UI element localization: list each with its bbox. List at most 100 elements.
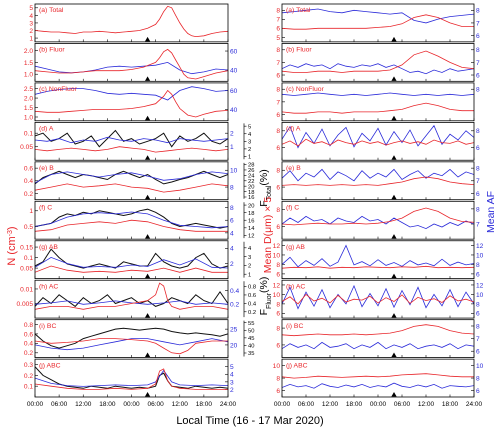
right-tick-label: 6 — [230, 218, 234, 225]
right-tick-label: 2 — [230, 261, 234, 268]
third-tick-label: 35 — [248, 351, 254, 357]
left-tick-label: 1.0 — [24, 72, 33, 79]
panel-frame — [34, 240, 229, 280]
third-tick-label: 0.8 — [248, 285, 256, 291]
panel-frame — [34, 161, 229, 201]
right-x-tick-label: 12:00 — [418, 401, 435, 408]
panel-label: (h) AC — [286, 283, 305, 290]
third-tick-label: 4 — [248, 246, 252, 252]
left-x-tick-label: 00:00 — [27, 401, 44, 408]
right-tick-label: 25 — [230, 327, 238, 334]
panel-label: (e) B — [286, 165, 301, 172]
left-tick-label: 12 — [273, 282, 281, 289]
third-tick-label: 26 — [248, 168, 254, 174]
left-tick-label: 2 — [29, 28, 33, 35]
series-line — [35, 369, 228, 387]
left-tick-label: 0.1 — [24, 131, 33, 138]
left-x-tick-label: 12:00 — [75, 401, 92, 408]
panel-label: (a) Total — [286, 7, 311, 14]
panel-frame — [34, 82, 229, 122]
left-tick-label: 7 — [276, 99, 280, 106]
left-tick-label: 4 — [29, 13, 33, 20]
third-tick-label: 0.4 — [248, 302, 257, 308]
third-tick-label: 1 — [248, 272, 251, 278]
right-column-panels: 8 7 6 5 8 7 6 (a) Total 8 7 6 8 7 6 (b) Fluor 8 7 6 8 (c) N… — [273, 3, 484, 408]
marker-triangle — [391, 313, 397, 318]
x-axis-label: Local Time (16 - 17 Mar 2020) — [176, 415, 323, 427]
series-line — [35, 327, 228, 349]
third-tick-label: 20 — [248, 184, 254, 190]
right-tick-label: 6 — [476, 145, 480, 152]
left-x-tick-label: 12:00 — [172, 401, 189, 408]
left-tick-label: 0.1 — [24, 255, 33, 262]
right-tick-label: 8 — [476, 301, 480, 308]
series-line — [35, 171, 228, 184]
panel-frame — [34, 279, 229, 319]
panel-label: (d) A — [286, 126, 301, 133]
third-tick-label: 4 — [248, 132, 252, 138]
panel-label: (f) C — [39, 205, 52, 212]
left-panel-g: 0.15 0.1 0.05 4 2 4 3 2 1 (g) AB — [20, 240, 252, 280]
panel-frame — [34, 121, 229, 161]
third-tick-label: 55 — [248, 321, 254, 327]
left-tick-label: 6 — [276, 271, 280, 278]
panel-frame — [281, 279, 475, 319]
left-tick-label: 0.6 — [24, 166, 33, 173]
left-tick-label: 6 — [276, 72, 280, 79]
right-tick-label: 7 — [476, 336, 480, 343]
left-tick-label: 6 — [276, 342, 280, 349]
right-panel-j: 10 8 6 10 8 6 (j) ABC — [273, 358, 484, 398]
left-tick-label: 10 — [273, 292, 281, 299]
left-panel-h: 0.01 0.005 0.4 0.2 0.8 0.6 0.4 0.2 (h) AC — [16, 279, 257, 319]
panel-label: (f) C — [286, 205, 299, 212]
series-line — [282, 265, 474, 269]
series-line — [35, 282, 228, 310]
left-tick-label: 0.2 — [24, 350, 33, 357]
panel-label: (c) NonFluor — [39, 86, 78, 93]
panel-label: (g) AB — [286, 244, 305, 251]
right-tick-label: 7 — [476, 178, 480, 185]
right-tick-label: 8 — [476, 47, 480, 54]
left-tick-label: 8 — [276, 128, 280, 135]
marker-triangle — [391, 155, 397, 160]
third-tick-label: 50 — [248, 328, 254, 334]
third-tick-label: 14 — [248, 226, 255, 232]
ftotal-axis-label: FTotal(%) — [258, 169, 273, 207]
right-tick-label: 20 — [230, 342, 238, 349]
third-tick-label: 1 — [248, 155, 251, 161]
marker-triangle — [144, 36, 151, 42]
marker-triangle — [391, 273, 397, 279]
third-tick-label: 45 — [248, 336, 254, 342]
left-x-tick-label: 06:00 — [51, 401, 68, 408]
left-tick-label: 5 — [29, 5, 33, 12]
right-x-tick-label: 12:00 — [322, 401, 339, 408]
panel-frame — [281, 319, 475, 358]
series-line — [35, 48, 228, 80]
marker-triangle — [144, 115, 151, 121]
marker-triangle — [144, 76, 151, 81]
right-tick-label: 8 — [230, 184, 234, 191]
marker-triangle — [391, 36, 397, 42]
left-tick-label: 8 — [276, 47, 280, 54]
right-tick-label: 10 — [476, 252, 484, 259]
right-x-tick-label: 18:00 — [442, 401, 459, 408]
third-tick-label: 18 — [248, 190, 254, 196]
third-tick-label: 2 — [248, 147, 251, 153]
third-tick-label: 24 — [248, 174, 255, 180]
right-tick-label: 3 — [230, 379, 234, 386]
third-tick-label: 16 — [248, 218, 254, 224]
left-tick-label: 0.1 — [24, 384, 33, 391]
left-tick-label: 6 — [276, 26, 280, 33]
marker-triangle — [391, 234, 397, 239]
series-line — [282, 382, 474, 389]
left-tick-label: 6 — [276, 112, 280, 119]
left-tick-label: 0.5 — [24, 224, 33, 231]
right-tick-label: 8 — [476, 323, 480, 330]
right-tick-label: 7 — [476, 221, 480, 228]
right-x-tick-label: 00:00 — [370, 401, 387, 408]
panel-frame — [281, 161, 475, 201]
panel-label: (i) BC — [39, 323, 56, 330]
